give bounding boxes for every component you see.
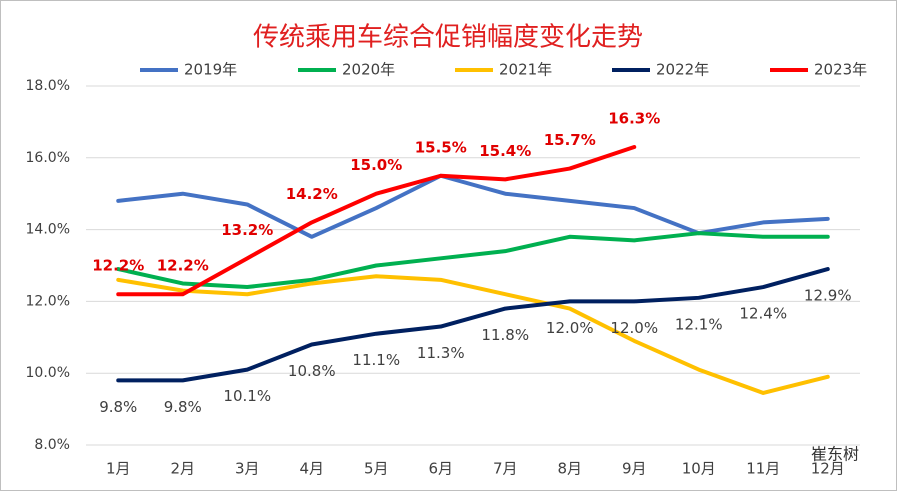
x-tick-label: 8月 <box>557 460 582 478</box>
series-line <box>116 274 830 395</box>
data-label: 14.2% <box>286 185 338 203</box>
legend-label: 2019年 <box>184 61 237 79</box>
series-line <box>116 267 830 383</box>
data-label: 12.1% <box>675 315 723 333</box>
data-label: 12.2% <box>92 257 144 275</box>
y-tick-label: 8.0% <box>34 437 70 453</box>
x-tick-label: 6月 <box>428 460 453 478</box>
data-label: 12.0% <box>610 319 658 337</box>
series-line <box>116 231 830 290</box>
data-label: 15.7% <box>544 131 596 149</box>
x-tick-label: 5月 <box>364 460 389 478</box>
x-tick-label: 12月 <box>811 460 845 478</box>
data-label: 9.8% <box>99 398 137 416</box>
y-tick-label: 16.0% <box>26 150 70 166</box>
data-label: 15.5% <box>415 138 467 156</box>
x-tick-label: 1月 <box>106 460 131 478</box>
data-label: 12.2% <box>157 257 209 275</box>
x-tick-label: 7月 <box>493 460 518 478</box>
legend-label: 2023年 <box>814 61 867 79</box>
data-label: 9.8% <box>164 398 202 416</box>
chart-title: 传统乘用车综合促销幅度变化走势 <box>253 23 643 53</box>
data-label: 12.0% <box>546 319 594 337</box>
data-label: 11.3% <box>417 344 465 362</box>
legend-label: 2021年 <box>499 61 552 79</box>
x-tick-label: 11月 <box>746 460 780 478</box>
series-line <box>116 173 830 239</box>
y-tick-label: 14.0% <box>26 222 70 238</box>
watermark: 崔东树 <box>811 445 859 464</box>
data-label: 15.4% <box>479 142 531 160</box>
x-tick-label: 4月 <box>299 460 324 478</box>
data-label: 10.8% <box>288 362 336 380</box>
data-label: 12.9% <box>804 287 852 305</box>
data-label: 11.8% <box>481 326 529 344</box>
series-line <box>116 145 637 297</box>
data-label: 16.3% <box>608 110 660 128</box>
data-label: 15.0% <box>350 156 402 174</box>
data-label: 13.2% <box>221 221 273 239</box>
x-tick-label: 9月 <box>622 460 647 478</box>
y-tick-label: 18.0% <box>26 78 70 94</box>
data-label: 12.4% <box>739 305 787 323</box>
legend-label: 2022年 <box>656 61 709 79</box>
x-tick-label: 3月 <box>235 460 260 478</box>
y-tick-label: 12.0% <box>26 293 70 309</box>
x-tick-label: 2月 <box>170 460 195 478</box>
y-tick-label: 10.0% <box>26 365 70 381</box>
data-label: 10.1% <box>223 387 271 405</box>
x-tick-label: 10月 <box>682 460 716 478</box>
data-label: 11.1% <box>352 351 400 369</box>
legend-label: 2020年 <box>342 61 395 79</box>
